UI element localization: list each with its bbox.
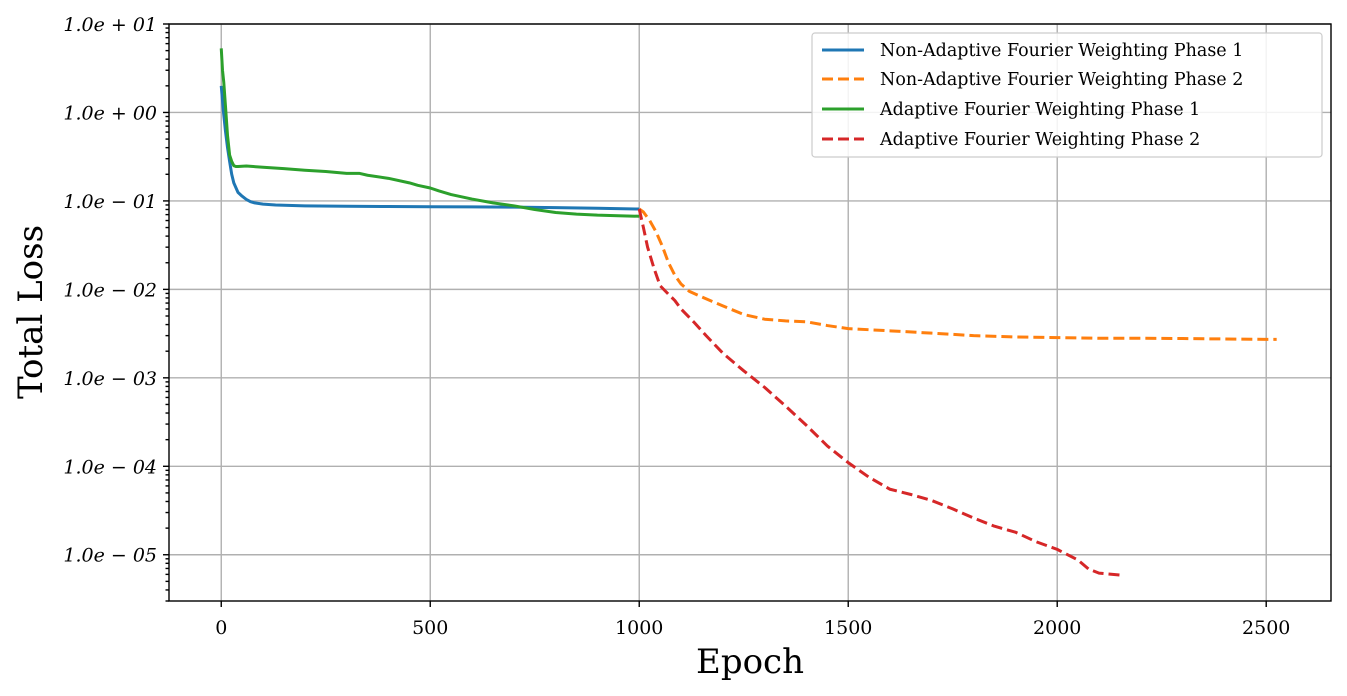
legend-label-non-adaptive-phase-2: Non-Adaptive Fourier Weighting Phase 2 (880, 70, 1243, 90)
y-tick-label: 1.0e + 00 (63, 102, 157, 124)
y-axis-label: Total Loss (11, 225, 51, 399)
legend: Non-Adaptive Fourier Weighting Phase 1 N… (811, 32, 1323, 158)
legend-box (811, 32, 1323, 158)
x-tick-label: 0 (215, 617, 227, 639)
y-tick-label: 1.0e − 02 (63, 279, 157, 301)
x-tick-label: 2000 (1033, 617, 1081, 639)
axis-ticks (163, 23, 1267, 607)
plot-frame (168, 23, 1332, 602)
legend-label-non-adaptive-phase-1: Non-Adaptive Fourier Weighting Phase 1 (880, 41, 1243, 61)
series-line-4 (637, 208, 1121, 577)
legend-label-adaptive-phase-1: Adaptive Fourier Weighting Phase 1 (879, 100, 1200, 120)
y-tick-label: 1.0e − 04 (63, 456, 157, 478)
x-tick-label: 1000 (615, 617, 663, 639)
y-tick-labels: 1.0e + 01 1.0e + 00 1.0e − 01 1.0e − 02 1.0e… (63, 14, 157, 567)
y-tick-label: 1.0e − 03 (63, 368, 157, 390)
x-axis-label: Epoch (696, 642, 804, 682)
series-line-2 (638, 207, 1277, 341)
x-tick-label: 1500 (824, 617, 872, 639)
x-tick-label: 2500 (1242, 617, 1290, 639)
series-line-3 (219, 48, 640, 218)
x-tick-label: 500 (412, 617, 448, 639)
x-tick-labels: 0 500 1000 1500 2000 2500 (215, 617, 1290, 639)
series-line-1 (219, 85, 640, 211)
y-tick-label: 1.0e + 01 (63, 14, 157, 36)
series-lines (219, 48, 1277, 577)
y-tick-label: 1.0e − 01 (63, 191, 157, 213)
legend-label-adaptive-phase-2: Adaptive Fourier Weighting Phase 2 (879, 130, 1200, 150)
y-tick-label: 1.0e − 05 (63, 545, 157, 567)
